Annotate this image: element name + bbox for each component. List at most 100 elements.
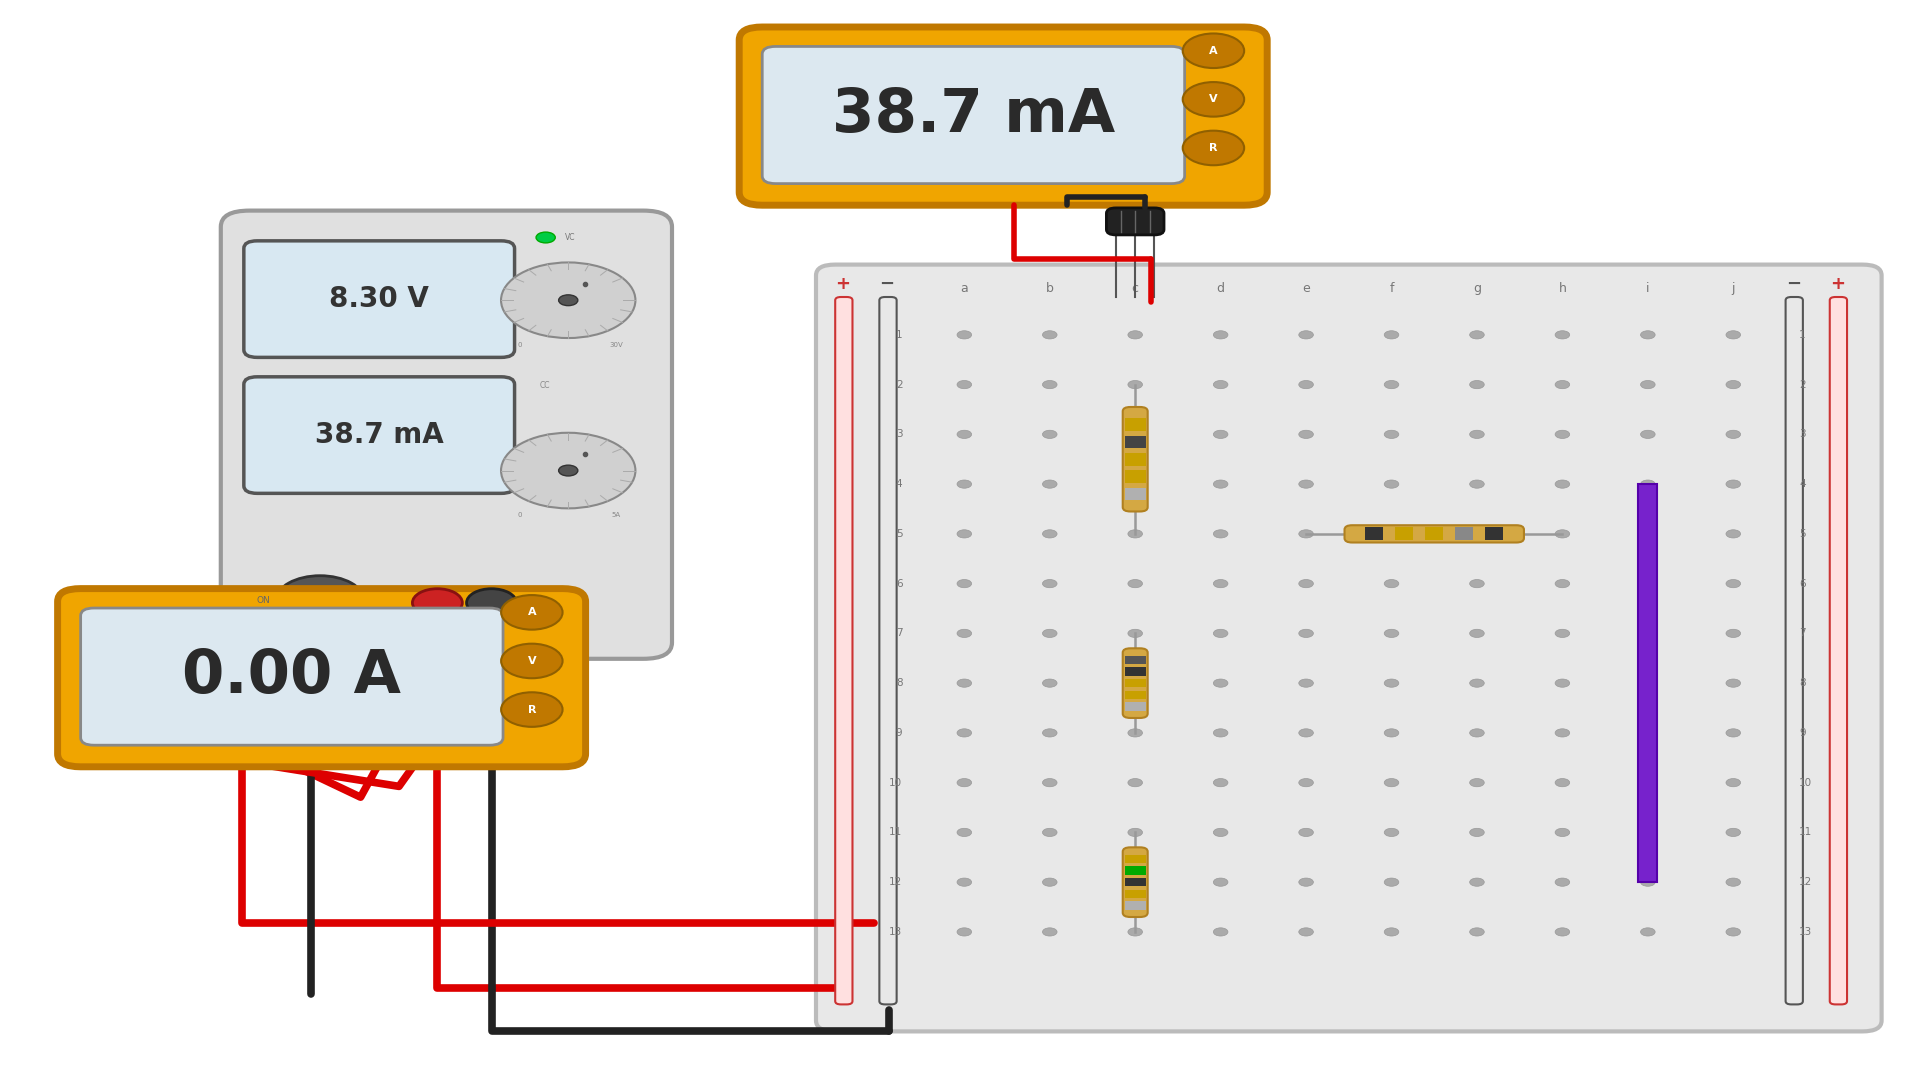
Bar [1125,667,1146,676]
Text: 0: 0 [518,341,522,348]
Circle shape [501,433,636,509]
Circle shape [1043,729,1058,737]
Circle shape [1384,580,1400,588]
Circle shape [1640,380,1655,389]
Circle shape [1469,430,1484,438]
Bar [1125,890,1146,897]
Circle shape [501,644,563,678]
Bar [1484,527,1503,540]
Text: 1: 1 [1799,329,1805,340]
Text: g: g [1473,282,1480,295]
FancyBboxPatch shape [81,608,503,745]
Circle shape [956,729,972,737]
Circle shape [1298,928,1313,936]
FancyBboxPatch shape [835,297,852,1004]
Circle shape [1469,380,1484,389]
Circle shape [956,430,972,438]
Circle shape [956,330,972,339]
Bar [1125,866,1146,875]
Text: f: f [1390,282,1394,295]
Bar [1125,854,1146,863]
Text: +: + [1830,275,1845,293]
FancyBboxPatch shape [1123,648,1148,718]
Circle shape [1726,580,1741,588]
Circle shape [1127,580,1142,588]
Circle shape [1298,330,1313,339]
Text: 11: 11 [1799,827,1812,837]
Circle shape [1127,679,1142,687]
Circle shape [1384,828,1400,837]
Circle shape [1213,480,1229,488]
Text: 6: 6 [897,579,902,589]
Text: h: h [1559,282,1567,295]
Text: 6: 6 [1799,579,1805,589]
Circle shape [956,779,972,786]
Circle shape [1726,679,1741,687]
Bar [1125,453,1146,465]
Circle shape [956,679,972,687]
Circle shape [1726,530,1741,538]
Bar [1125,679,1146,687]
Text: 8.30 V: 8.30 V [328,285,430,313]
Circle shape [1127,828,1142,837]
Circle shape [1213,679,1229,687]
Bar [1396,527,1413,540]
Circle shape [1469,729,1484,737]
Circle shape [1298,679,1313,687]
Circle shape [413,589,463,617]
Text: 10: 10 [889,778,902,787]
Text: A: A [528,607,536,618]
Circle shape [1469,828,1484,837]
Text: CC: CC [540,381,549,390]
Circle shape [1213,878,1229,887]
Circle shape [1043,679,1058,687]
Circle shape [1640,878,1655,887]
Circle shape [1213,828,1229,837]
FancyBboxPatch shape [1123,848,1148,917]
Circle shape [1043,878,1058,887]
Circle shape [1298,380,1313,389]
FancyBboxPatch shape [221,211,672,659]
Text: c: c [1131,282,1139,295]
Bar [1125,690,1146,699]
Circle shape [1183,82,1244,117]
Circle shape [1555,779,1571,786]
FancyBboxPatch shape [879,297,897,1004]
Circle shape [1043,430,1058,438]
Circle shape [1726,630,1741,637]
Circle shape [1043,330,1058,339]
Circle shape [1726,480,1741,488]
Circle shape [1555,679,1571,687]
Bar [1455,527,1473,540]
Circle shape [1726,828,1741,837]
Bar [1125,418,1146,431]
Circle shape [1384,779,1400,786]
Bar [1125,702,1146,711]
Circle shape [1298,828,1313,837]
Circle shape [1555,430,1571,438]
Circle shape [1127,779,1142,786]
Text: 12: 12 [1799,877,1812,887]
FancyBboxPatch shape [816,265,1882,1031]
Circle shape [1555,480,1571,488]
Text: −: − [1786,275,1801,293]
Text: R: R [528,704,536,715]
Circle shape [1555,928,1571,936]
Text: 30V: 30V [609,341,624,348]
Circle shape [1043,828,1058,837]
Text: 7: 7 [897,629,902,638]
FancyBboxPatch shape [1329,297,1369,1004]
FancyBboxPatch shape [58,589,586,767]
Circle shape [1726,430,1741,438]
Bar [1425,527,1444,540]
Circle shape [956,480,972,488]
Circle shape [1298,630,1313,637]
Circle shape [1127,530,1142,538]
Circle shape [501,262,636,338]
Text: 2: 2 [897,379,902,390]
Circle shape [501,692,563,727]
Text: VC: VC [564,233,576,242]
Circle shape [1469,878,1484,887]
Text: a: a [960,282,968,295]
FancyBboxPatch shape [739,27,1267,205]
